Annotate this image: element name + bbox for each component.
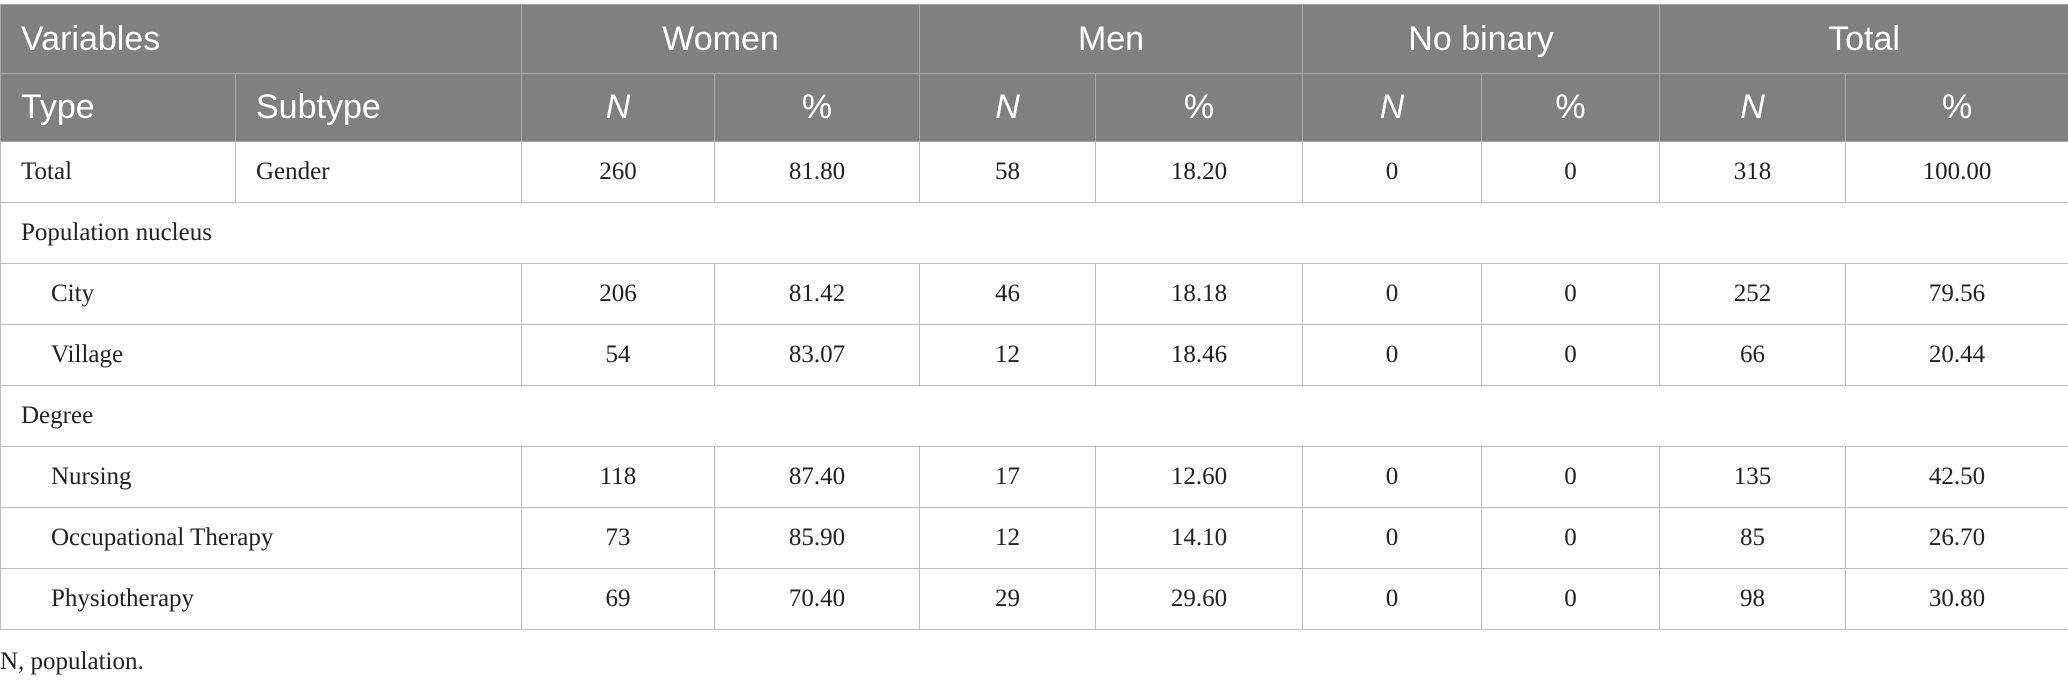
value-cell: 18.46 <box>1095 324 1304 386</box>
table-row: Population nucleus <box>0 202 2068 264</box>
value-cell: 0 <box>1481 141 1661 203</box>
value-cell: 81.42 <box>714 263 921 325</box>
row-label: Nursing <box>0 446 523 508</box>
header-row: Variables Women Men No binary Total <box>0 4 2068 74</box>
value-cell: 29.60 <box>1095 568 1304 630</box>
value-cell: 66 <box>1659 324 1847 386</box>
table-row: Village 54 83.07 12 18.46 0 0 66 20.44 <box>0 324 2068 386</box>
section-label: Population nucleus <box>0 202 2068 264</box>
value-cell: 0 <box>1481 568 1661 630</box>
value-cell: 0 <box>1481 263 1661 325</box>
row-label: City <box>0 263 523 325</box>
value-cell: 206 <box>521 263 716 325</box>
value-cell: 81.80 <box>714 141 921 203</box>
value-cell: 260 <box>521 141 716 203</box>
table-row: Nursing 118 87.40 17 12.60 0 0 135 42.50 <box>0 446 2068 508</box>
type-cell: Total <box>0 141 236 203</box>
value-cell: 12.60 <box>1095 446 1304 508</box>
footnote: N, population. <box>0 648 144 675</box>
header-group: Men <box>919 4 1304 74</box>
value-cell: 135 <box>1659 446 1847 508</box>
value-cell: 12 <box>919 324 1097 386</box>
value-cell: 0 <box>1481 446 1661 508</box>
subheader: % <box>1095 73 1304 142</box>
value-cell: 54 <box>521 324 716 386</box>
data-table: Variables Women Men No binary Total Type Subty… <box>0 4 2068 630</box>
subheader: Type <box>0 73 236 142</box>
value-cell: 0 <box>1302 568 1483 630</box>
value-cell: 73 <box>521 507 716 569</box>
value-cell: 83.07 <box>714 324 921 386</box>
table-row: Physiotherapy 69 70.40 29 29.60 0 0 98 30.80 <box>0 568 2068 630</box>
subheader: N <box>521 73 716 142</box>
value-cell: 14.10 <box>1095 507 1304 569</box>
value-cell: 98 <box>1659 568 1847 630</box>
value-cell: 29 <box>919 568 1097 630</box>
value-cell: 118 <box>521 446 716 508</box>
value-cell: 0 <box>1302 141 1483 203</box>
value-cell: 20.44 <box>1845 324 2068 386</box>
value-cell: 17 <box>919 446 1097 508</box>
value-cell: 0 <box>1302 507 1483 569</box>
subheader: Subtype <box>234 73 523 142</box>
subheader: N <box>919 73 1097 142</box>
row-label: Village <box>0 324 523 386</box>
table-row: Degree <box>0 385 2068 447</box>
value-cell: 58 <box>919 141 1097 203</box>
table-row: Total Gender 260 81.80 58 18.20 0 0 318 100.00 <box>0 141 2068 203</box>
subheader: N <box>1659 73 1847 142</box>
table-head: Variables Women Men No binary Total Type Subty… <box>0 4 2068 142</box>
value-cell: 85.90 <box>714 507 921 569</box>
value-cell: 70.40 <box>714 568 921 630</box>
header-group: Total <box>1659 4 2068 74</box>
value-cell: 87.40 <box>714 446 921 508</box>
row-label: Occupational Therapy <box>0 507 523 569</box>
value-cell: 26.70 <box>1845 507 2068 569</box>
value-cell: 0 <box>1481 324 1661 386</box>
value-cell: 12 <box>919 507 1097 569</box>
subtype-cell: Gender <box>234 141 523 203</box>
value-cell: 18.18 <box>1095 263 1304 325</box>
value-cell: 18.20 <box>1095 141 1304 203</box>
subheader: N <box>1302 73 1483 142</box>
table-row: Occupational Therapy 73 85.90 12 14.10 0 0 85 26… <box>0 507 2068 569</box>
subheader: % <box>714 73 921 142</box>
subheader: % <box>1481 73 1661 142</box>
value-cell: 252 <box>1659 263 1847 325</box>
value-cell: 79.56 <box>1845 263 2068 325</box>
value-cell: 318 <box>1659 141 1847 203</box>
value-cell: 46 <box>919 263 1097 325</box>
value-cell: 30.80 <box>1845 568 2068 630</box>
header-group: No binary <box>1302 4 1661 74</box>
value-cell: 100.00 <box>1845 141 2068 203</box>
row-label: Physiotherapy <box>0 568 523 630</box>
header-group: Women <box>521 4 921 74</box>
table-row: City 206 81.42 46 18.18 0 0 252 79.56 <box>0 263 2068 325</box>
value-cell: 69 <box>521 568 716 630</box>
value-cell: 0 <box>1302 263 1483 325</box>
table-body: Total Gender 260 81.80 58 18.20 0 0 318 100.00 Pop… <box>0 141 2068 630</box>
value-cell: 42.50 <box>1845 446 2068 508</box>
subheader: % <box>1845 73 2068 142</box>
value-cell: 85 <box>1659 507 1847 569</box>
section-label: Degree <box>0 385 2068 447</box>
header-group: Variables <box>0 4 523 74</box>
subheader-row: Type Subtype N% N% N% N% <box>0 73 2068 142</box>
value-cell: 0 <box>1302 324 1483 386</box>
value-cell: 0 <box>1481 507 1661 569</box>
value-cell: 0 <box>1302 446 1483 508</box>
